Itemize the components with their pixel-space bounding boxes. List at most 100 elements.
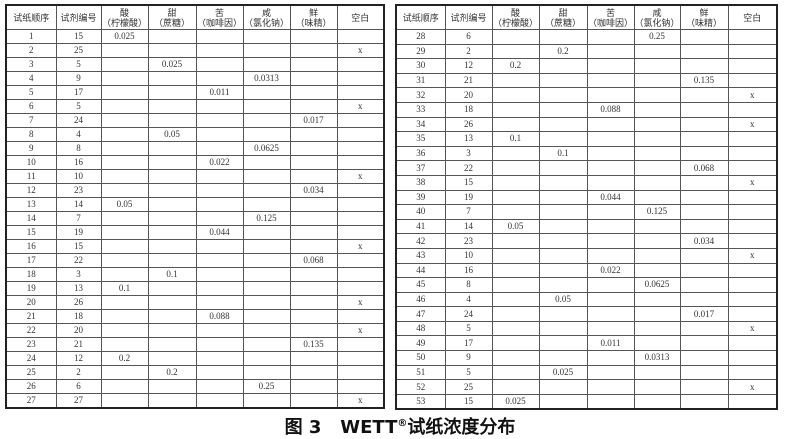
- cell-seq: 34: [395, 116, 446, 133]
- cell-salty: [633, 364, 681, 381]
- cell-umami: [679, 291, 729, 308]
- cell-sour: [491, 174, 540, 191]
- cell-umami: 0.034: [289, 183, 338, 198]
- cell-blank: x: [727, 87, 778, 103]
- table-row: 16 15 x: [5, 239, 385, 254]
- table-row: 25 2 0.2: [5, 365, 385, 380]
- cell-salty: [633, 262, 681, 279]
- cell-sweet: [147, 253, 197, 268]
- cell-blank: [727, 72, 778, 89]
- table-row: 31 21 0.135: [395, 72, 778, 89]
- cell-seq: 49: [395, 335, 446, 352]
- cell-reagent-id: 26: [55, 295, 102, 310]
- cell-reagent-id: 5: [444, 364, 493, 381]
- cell-sour: [100, 99, 149, 114]
- cell-seq: 21: [5, 309, 57, 324]
- cell-seq: 12: [5, 183, 57, 198]
- cell-salty: [633, 291, 681, 308]
- cell-blank: [336, 379, 385, 394]
- table-row: 47 24 0.017: [395, 306, 778, 322]
- cell-seq: 42: [395, 233, 446, 249]
- cell-reagent-id: 17: [444, 335, 493, 352]
- header-label: 酸: [510, 7, 520, 18]
- cell-blank: [336, 29, 385, 44]
- cell-sour: [100, 309, 149, 324]
- cell-blank: [727, 335, 778, 352]
- header-sublabel: （氯化钠）: [634, 17, 680, 28]
- cell-salty: [633, 131, 681, 147]
- cell-reagent-id: 4: [444, 291, 493, 308]
- cell-reagent-id: 3: [55, 267, 102, 282]
- header-reagent-id: 试剂编号: [444, 4, 493, 30]
- cell-seq: 25: [5, 365, 57, 380]
- cell-blank: [727, 160, 778, 176]
- table-row: 15 19 0.044: [5, 225, 385, 240]
- cell-seq: 24: [5, 351, 57, 366]
- cell-blank: x: [727, 174, 778, 191]
- header-sweet: 甜（蔗糖）: [538, 4, 588, 30]
- cell-bitter: [195, 211, 244, 226]
- cell-bitter: [195, 183, 244, 198]
- cell-sour: [100, 169, 149, 184]
- header-umami: 鲜（味精）: [289, 4, 338, 30]
- cell-sour: [100, 365, 149, 380]
- cell-bitter: [586, 350, 635, 366]
- cell-blank: x: [336, 43, 385, 58]
- cell-salty: [242, 99, 291, 114]
- cell-sweet: [147, 197, 197, 212]
- cell-seq: 17: [5, 253, 57, 268]
- cell-umami: [679, 131, 729, 147]
- cell-sweet: 0.1: [538, 145, 588, 162]
- cell-sour: [100, 85, 149, 100]
- header-row: 试纸顺序 试剂编号酸（柠檬酸）甜（蔗糖）苦（咖啡因）咸（氯化钠）鲜（味精） 空白: [5, 4, 385, 30]
- cell-salty: [242, 57, 291, 72]
- cell-sweet: [147, 225, 197, 240]
- cell-sour: [491, 233, 540, 249]
- cell-bitter: [586, 218, 635, 235]
- cell-salty: [242, 113, 291, 128]
- cell-seq: 16: [5, 239, 57, 254]
- cell-seq: 14: [5, 211, 57, 226]
- caption-prefix: 图 3 WETT: [284, 417, 398, 438]
- cell-umami: [289, 141, 338, 156]
- figure-caption: 图 3 WETT®试纸浓度分布: [0, 413, 800, 439]
- cell-sweet: [538, 218, 588, 235]
- cell-umami: [289, 211, 338, 226]
- table-row: 3 5 0.025: [5, 57, 385, 72]
- cell-reagent-id: 10: [55, 169, 102, 184]
- cell-sour: [491, 379, 540, 395]
- registered-mark: ®: [397, 418, 408, 429]
- cell-sour: [491, 291, 540, 308]
- table-row: 39 19 0.044: [395, 189, 778, 206]
- cell-sweet: 0.025: [538, 364, 588, 381]
- cell-bitter: [195, 295, 244, 310]
- cell-salty: [633, 145, 681, 162]
- cell-bitter: [195, 71, 244, 86]
- concentration-table-left: 试纸顺序 试剂编号酸（柠檬酸）甜（蔗糖）苦（咖啡因）咸（氯化钠）鲜（味精） 空白 1…: [5, 4, 385, 409]
- cell-seq: 30: [395, 58, 446, 74]
- cell-bitter: 0.022: [195, 155, 244, 170]
- cell-bitter: [195, 57, 244, 72]
- cell-reagent-id: 2: [55, 365, 102, 380]
- cell-salty: [633, 247, 681, 264]
- cell-bitter: [586, 72, 635, 89]
- cell-seq: 10: [5, 155, 57, 170]
- cell-reagent-id: 2: [444, 43, 493, 60]
- cell-blank: [336, 267, 385, 282]
- cell-sweet: [147, 337, 197, 352]
- table-row: 19 13 0.1: [5, 281, 385, 296]
- cell-umami: 0.034: [679, 233, 729, 249]
- header-blank: 空白: [727, 4, 778, 30]
- cell-salty: [242, 267, 291, 282]
- cell-salty: [633, 87, 681, 103]
- cell-seq: 22: [5, 323, 57, 338]
- table-row: 30 12 0.2: [395, 58, 778, 74]
- table-row: 20 26 x: [5, 295, 385, 310]
- cell-blank: [727, 364, 778, 381]
- cell-bitter: [586, 87, 635, 103]
- cell-salty: [633, 101, 681, 118]
- cell-umami: [289, 267, 338, 282]
- cell-bitter: [195, 379, 244, 394]
- cell-umami: [679, 87, 729, 103]
- cell-sour: [491, 306, 540, 322]
